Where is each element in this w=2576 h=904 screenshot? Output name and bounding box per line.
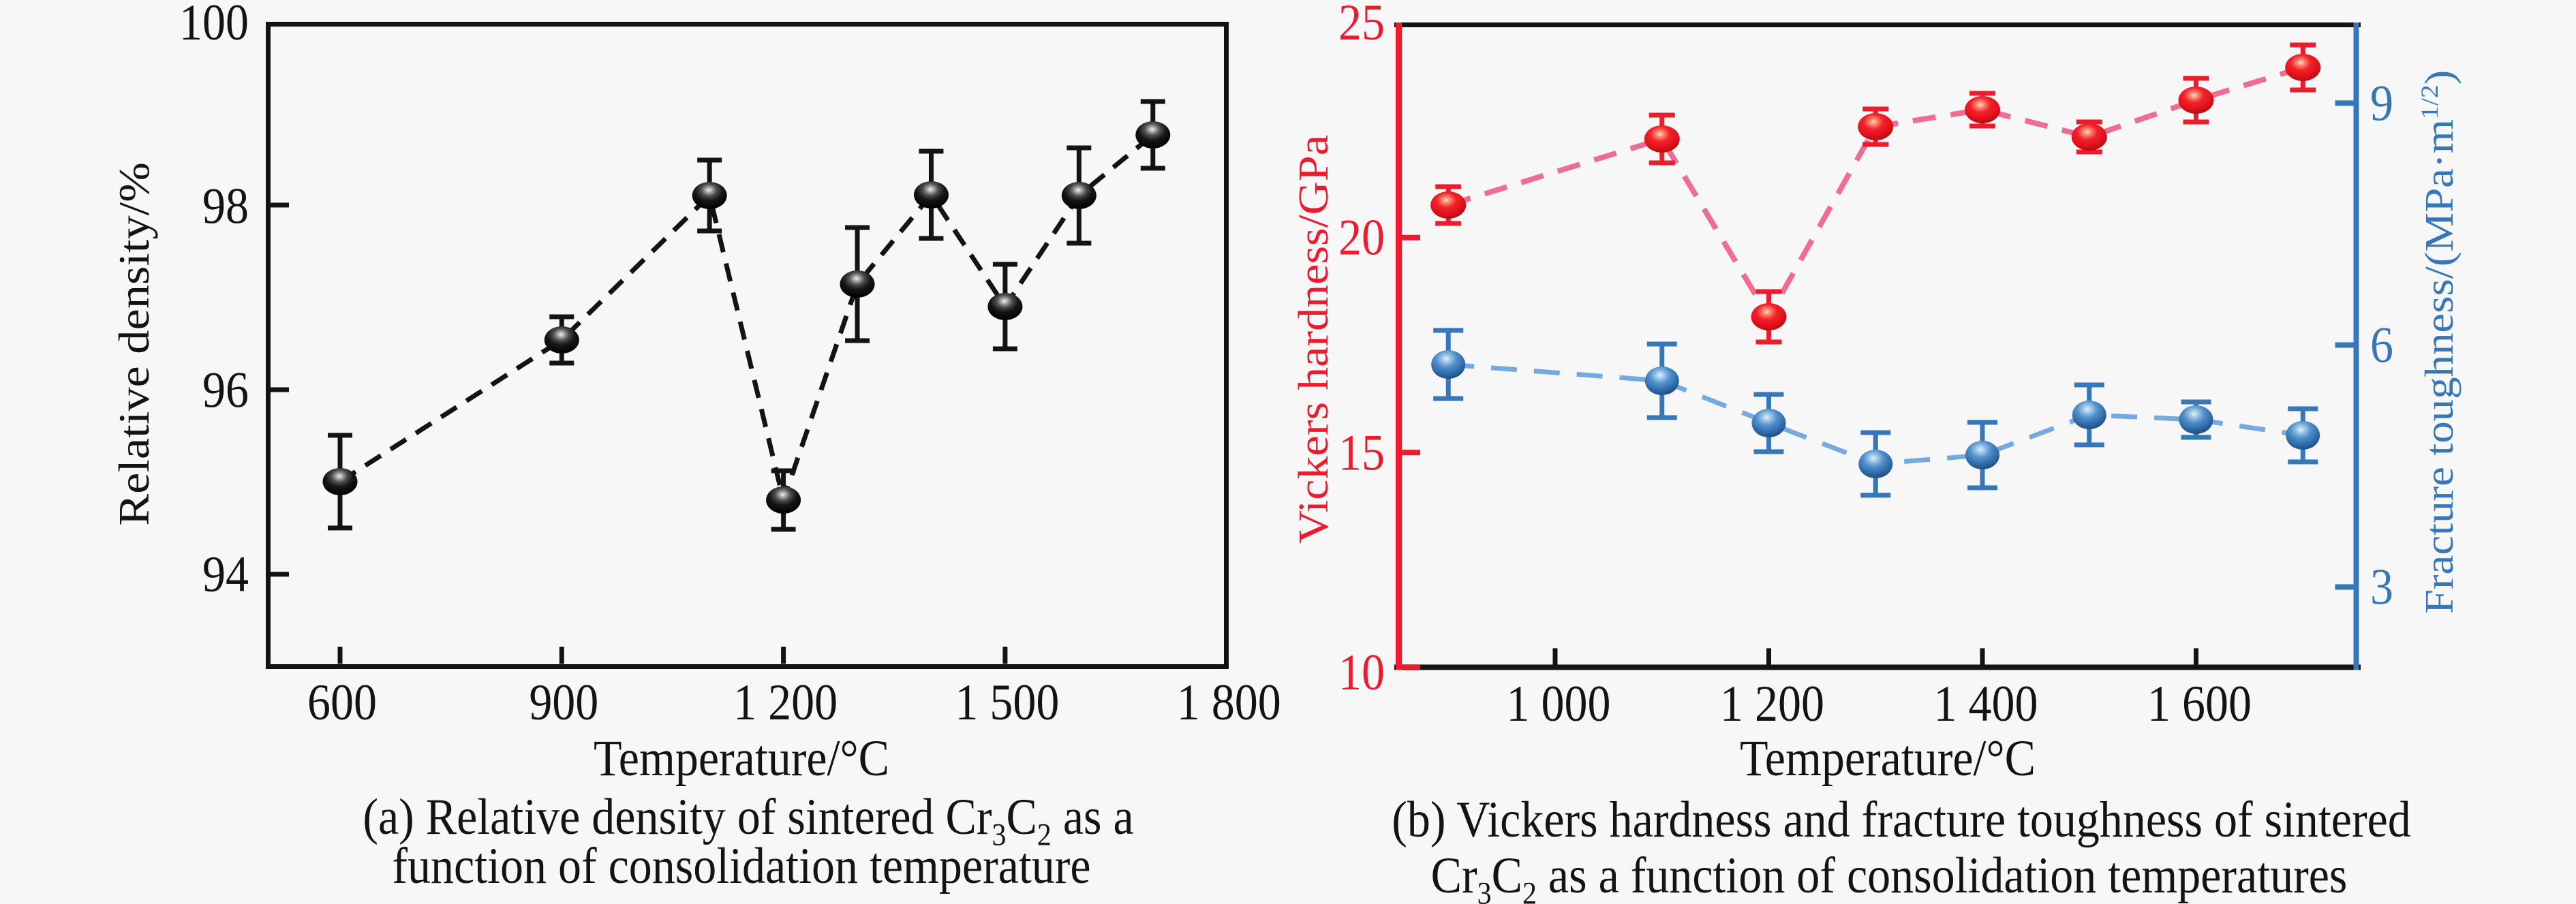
svg-text:9: 9 [2370,75,2393,131]
svg-text:(a) Relative density of sinter: (a) Relative density of sintered Cr3C2 a… [363,789,1133,852]
svg-text:Relative density/%: Relative density/% [110,162,158,526]
svg-text:(b) Vickers hardness and fract: (b) Vickers hardness and fracture toughn… [1392,792,2411,848]
svg-text:100: 100 [179,0,249,51]
svg-text:1 800: 1 800 [1177,674,1281,731]
svg-text:98: 98 [202,178,249,235]
svg-text:Fracture toughness/(MPa·m1/2): Fracture toughness/(MPa·m1/2) [2417,70,2462,614]
svg-text:1 500: 1 500 [955,674,1059,731]
svg-text:Cr3C2 as a function of consoli: Cr3C2 as a function of consolidation tem… [1431,847,2348,904]
svg-text:1 400: 1 400 [1934,676,2038,732]
svg-text:1 200: 1 200 [1720,676,1824,732]
svg-text:function of consolidation temp: function of consolidation temperature [392,838,1090,894]
svg-text:94: 94 [202,546,249,603]
svg-text:Temperature/°C: Temperature/°C [594,730,889,787]
svg-text:1 200: 1 200 [733,674,838,731]
svg-text:1 600: 1 600 [2147,676,2252,732]
svg-text:10: 10 [1338,644,1385,701]
svg-text:Temperature/°C: Temperature/°C [1740,730,2036,787]
svg-text:3: 3 [2370,559,2393,616]
svg-text:Vickers hardness/GPa: Vickers hardness/GPa [1291,135,1337,544]
svg-text:6: 6 [2370,317,2393,374]
svg-text:1 000: 1 000 [1507,676,1611,732]
svg-text:25: 25 [1338,0,1385,51]
svg-text:96: 96 [202,362,249,419]
svg-text:15: 15 [1338,424,1385,481]
svg-text:900: 900 [529,674,598,731]
svg-text:20: 20 [1338,210,1385,266]
svg-text:600: 600 [307,674,377,731]
